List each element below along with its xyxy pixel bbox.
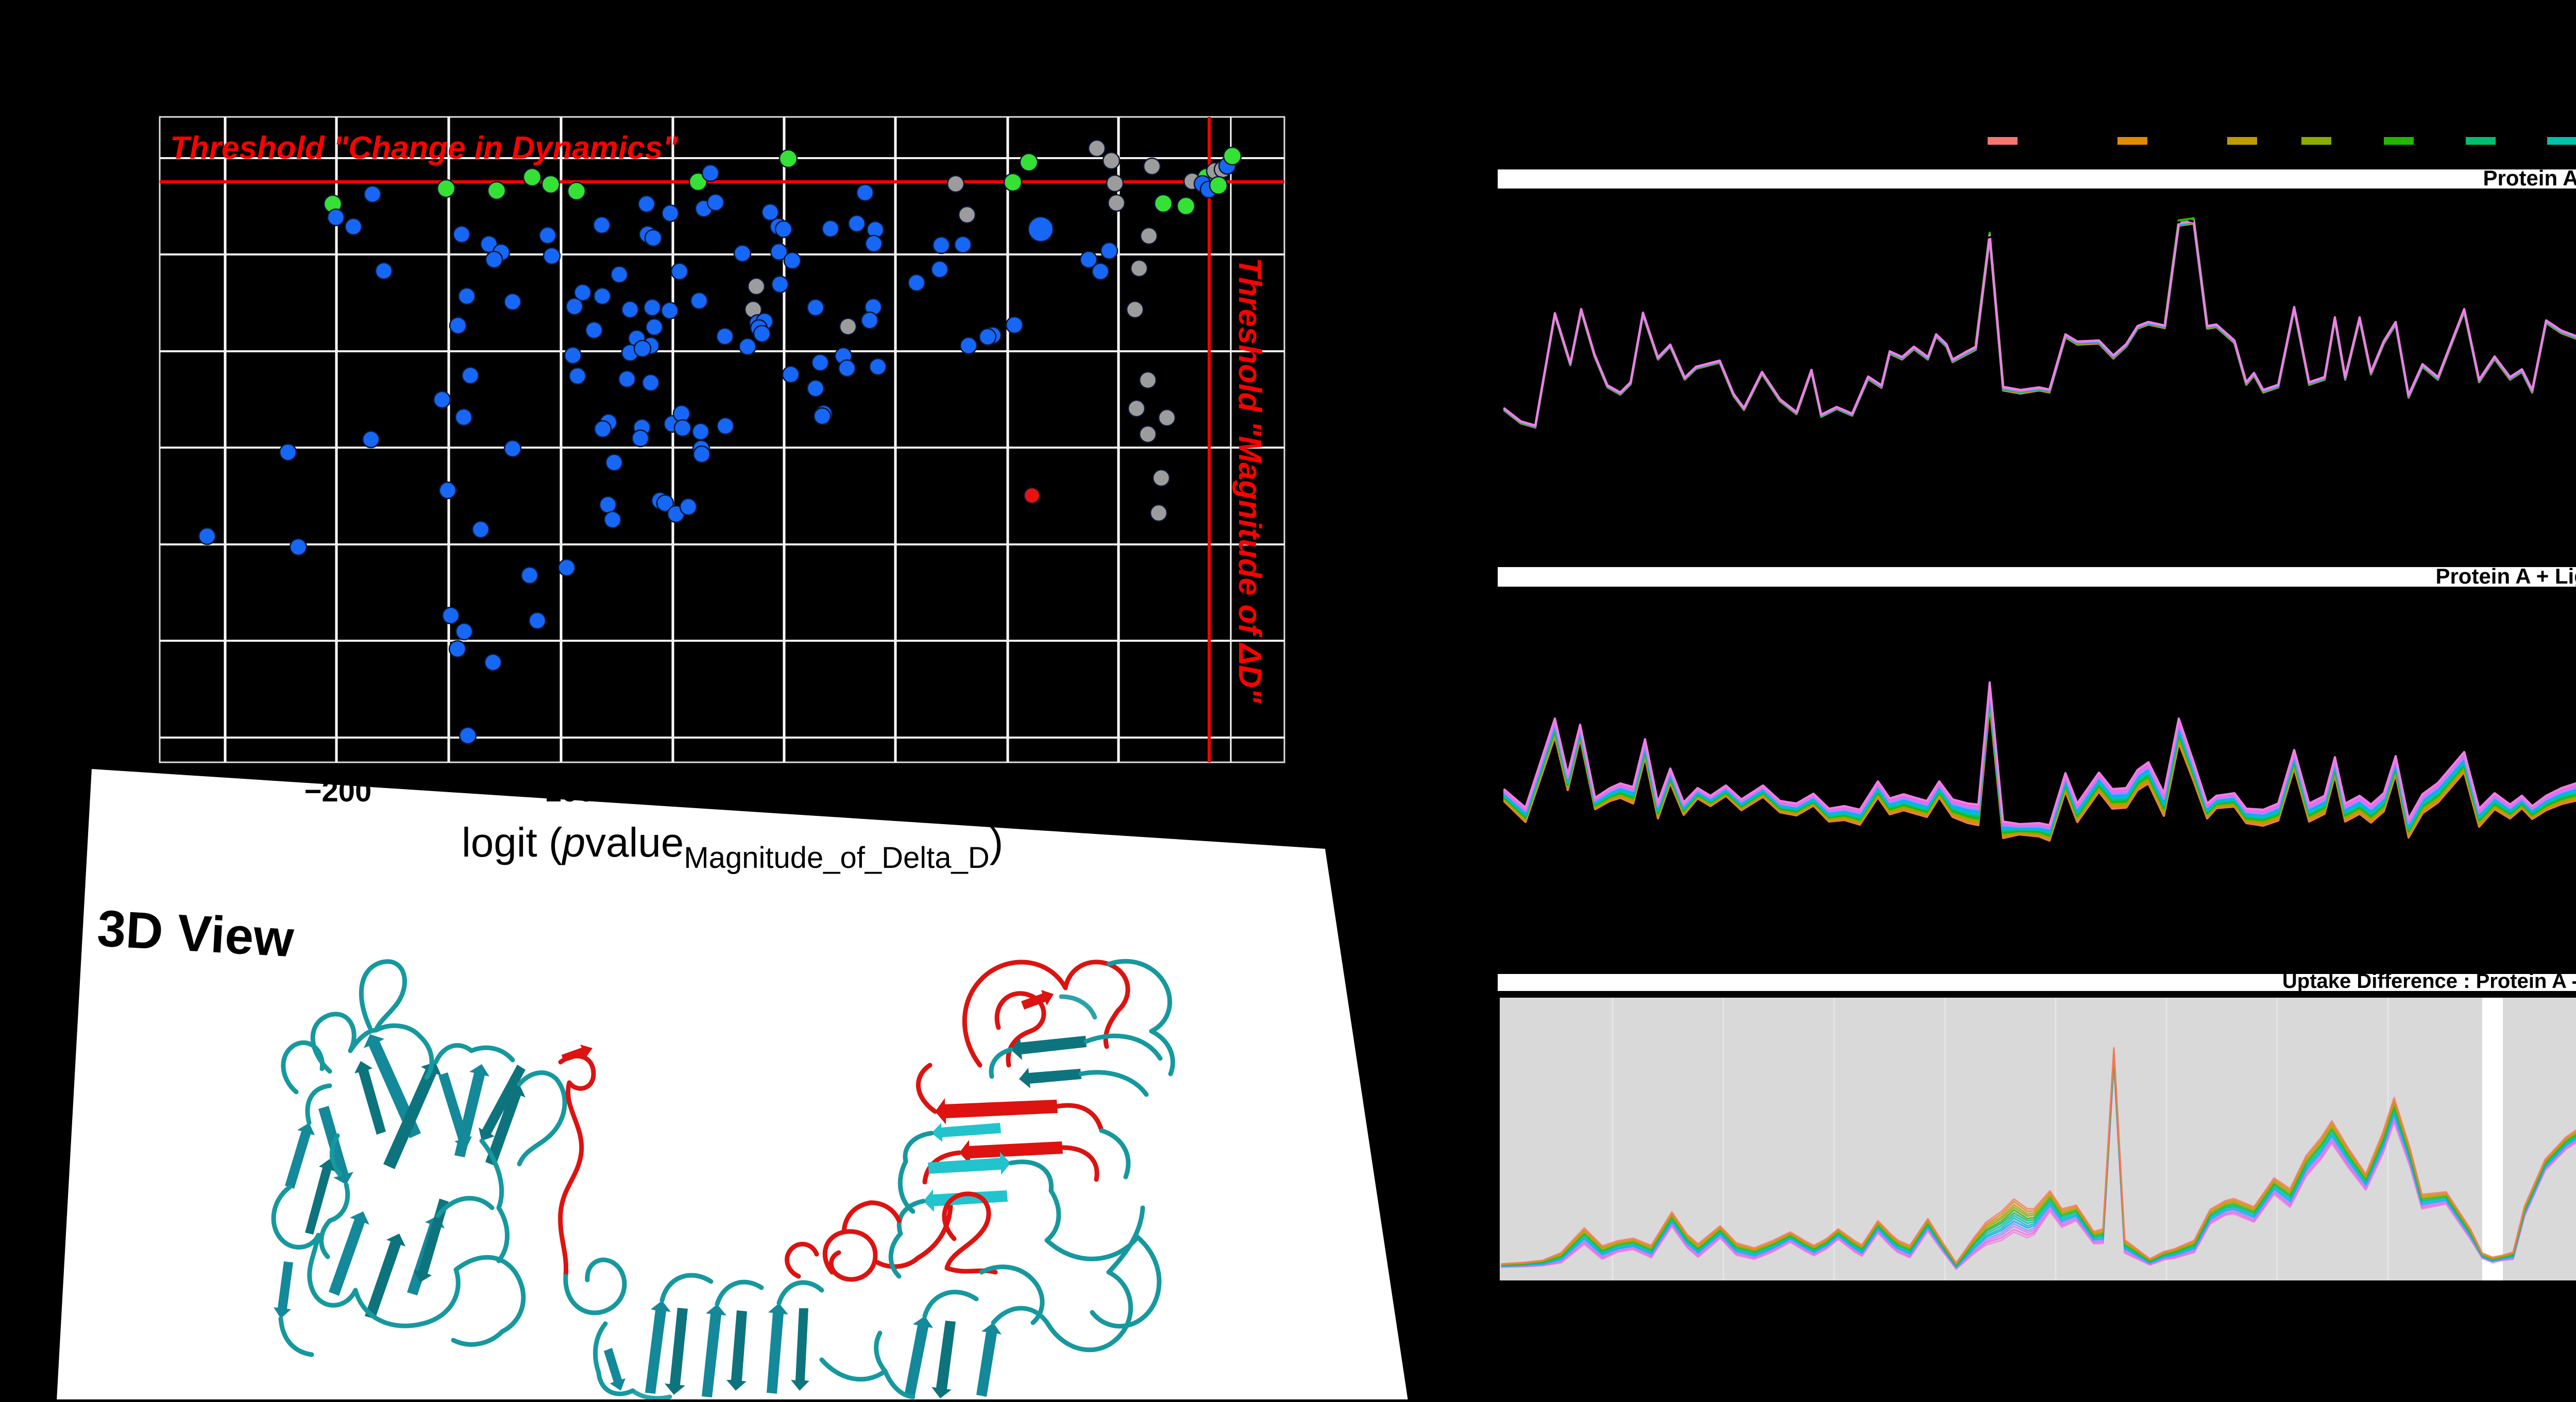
svg-text:Threshold "Magnitude of ΔD": Threshold "Magnitude of ΔD"	[1232, 258, 1267, 704]
svg-text:Threshold "Change in Dynamics": Threshold "Change in Dynamics"	[170, 130, 679, 166]
svg-text:−100: −100	[528, 775, 595, 808]
svg-text:Protein A + Ligand: Protein A + Ligand	[2435, 564, 2576, 588]
svg-text:Uptake Difference : Protein A: Uptake Difference : Protein A - (Protein…	[2282, 970, 2576, 993]
svg-text:Protein A: Protein A	[2483, 166, 2576, 190]
svg-text:3D View: 3D View	[96, 899, 296, 968]
svg-text:−200: −200	[304, 775, 372, 808]
